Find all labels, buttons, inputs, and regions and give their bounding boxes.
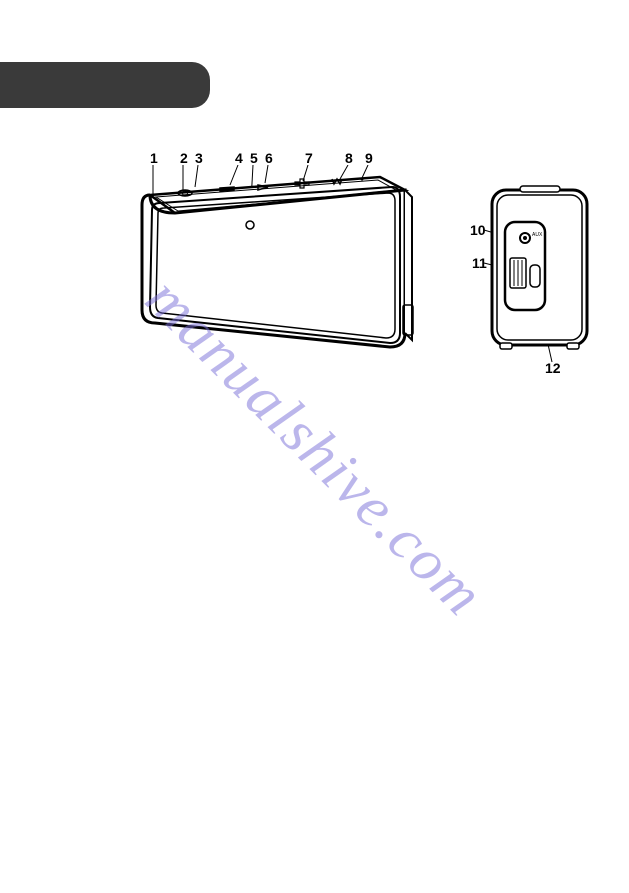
diagram-label: 1	[150, 150, 158, 166]
diagram-label: 4	[235, 150, 243, 166]
diagram-label: 5	[250, 150, 258, 166]
svg-text:AUX: AUX	[532, 232, 543, 238]
speaker-front-diagram	[100, 165, 420, 365]
diagram-label: 2	[180, 150, 188, 166]
diagram-label: 8	[345, 150, 353, 166]
header-tab	[0, 62, 210, 108]
diagram-label: 6	[265, 150, 273, 166]
diagram-label: 7	[305, 150, 313, 166]
diagram-container: 1 2 3 4 5 6 7 8 9 10 11 12	[60, 150, 580, 400]
diagram-label: 9	[365, 150, 373, 166]
speaker-side-diagram: AUX	[480, 180, 600, 380]
diagram-label: 3	[195, 150, 203, 166]
